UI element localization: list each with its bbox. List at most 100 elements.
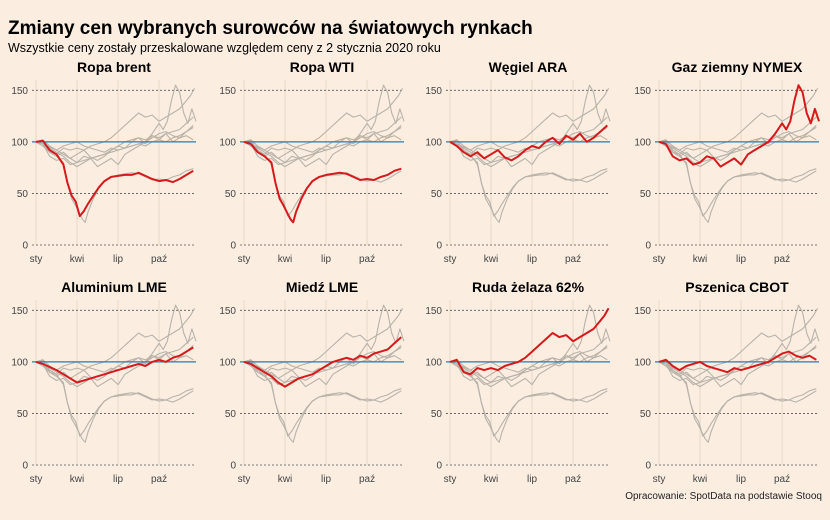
context-series-line — [35, 304, 197, 388]
context-series-line — [658, 124, 817, 161]
context-series-line — [243, 124, 402, 161]
context-series-line — [243, 308, 404, 375]
y-tick-label: 50 — [431, 189, 443, 200]
y-tick-label: 0 — [645, 461, 651, 472]
highlight-series-line — [658, 350, 817, 374]
x-tick-label: sty — [30, 254, 43, 265]
context-series-line — [658, 126, 817, 164]
x-tick-label: paź — [565, 254, 581, 265]
highlight-series-line — [35, 139, 194, 218]
context-series-line — [243, 116, 402, 168]
context-series-line — [449, 304, 611, 388]
context-series-line — [658, 308, 819, 375]
x-tick-label: lip — [113, 254, 123, 265]
highlight-series-line — [35, 346, 194, 384]
y-tick-label: 0 — [645, 241, 651, 252]
y-tick-label: 50 — [431, 409, 443, 420]
panel-6: Miedź LME 0 50 100 150 sty kwi lip paź — [219, 279, 405, 485]
panel-7: Ruda żelaza 62% 0 50 100 150 sty kwi lip paź — [425, 279, 611, 485]
context-series-line — [35, 84, 197, 168]
context-series-line — [658, 346, 817, 384]
context-series-line — [658, 88, 819, 155]
y-tick-label: 100 — [425, 137, 442, 148]
context-series-line — [35, 351, 194, 373]
y-tick-label: 0 — [22, 461, 28, 472]
x-tick-label: paź — [565, 474, 581, 485]
panel-title: Gaz ziemny NYMEX — [672, 59, 803, 75]
context-series-line — [35, 344, 194, 381]
y-tick-label: 150 — [425, 86, 442, 97]
y-tick-label: 150 — [219, 306, 236, 317]
x-tick-label: kwi — [70, 254, 84, 265]
y-tick-label: 150 — [634, 306, 651, 317]
x-tick-label: paź — [151, 254, 167, 265]
x-tick-label: sty — [30, 474, 43, 485]
x-tick-label: paź — [774, 474, 790, 485]
highlight-series-line — [243, 140, 402, 224]
y-tick-label: 100 — [11, 137, 28, 148]
context-series-line — [243, 84, 405, 168]
x-tick-label: sty — [653, 254, 666, 265]
panel-title: Węgiel ARA — [489, 59, 568, 75]
panel-1: Ropa brent 0 50 100 150 sty kwi lip paź — [11, 59, 197, 265]
source-note: Opracowanie: SpotData na podstawie Stooq — [625, 491, 822, 502]
x-tick-label: kwi — [70, 474, 84, 485]
y-tick-label: 50 — [640, 409, 652, 420]
x-tick-label: sty — [238, 474, 251, 485]
chart-title: Zmiany cen wybranych surowców na światow… — [8, 18, 533, 39]
highlight-series-line — [243, 336, 402, 388]
y-tick-label: 0 — [22, 241, 28, 252]
context-series-line — [35, 308, 196, 375]
y-tick-label: 100 — [219, 137, 236, 148]
context-series-line — [658, 344, 817, 381]
y-tick-label: 100 — [425, 357, 442, 368]
panel-3: Węgiel ARA 0 50 100 150 sty kwi lip paź — [425, 59, 611, 265]
context-series-line — [35, 126, 194, 164]
context-series-line — [243, 131, 402, 153]
x-tick-label: paź — [774, 254, 790, 265]
x-tick-label: sty — [444, 254, 457, 265]
panel-2: Ropa WTI 0 50 100 150 sty kwi lip paź — [219, 59, 405, 265]
x-tick-label: sty — [444, 474, 457, 485]
chart-subtitle: Wszystkie ceny zostały przeskalowane wzg… — [8, 41, 441, 55]
context-series-line — [243, 88, 404, 155]
y-tick-label: 50 — [225, 409, 237, 420]
panel-title: Ropa brent — [77, 59, 151, 75]
x-tick-label: sty — [238, 254, 251, 265]
context-series-line — [35, 131, 194, 153]
context-series-line — [658, 361, 817, 443]
panel-title: Pszenica CBOT — [685, 279, 789, 295]
x-tick-label: kwi — [484, 474, 498, 485]
x-tick-label: kwi — [693, 474, 707, 485]
x-tick-label: paź — [359, 474, 375, 485]
context-series-line — [243, 346, 402, 384]
x-tick-label: lip — [321, 474, 331, 485]
y-tick-label: 150 — [425, 306, 442, 317]
highlight-series-line — [449, 307, 610, 376]
y-tick-label: 100 — [634, 137, 651, 148]
context-series-line — [449, 346, 608, 384]
x-tick-label: kwi — [693, 254, 707, 265]
context-series-line — [658, 141, 817, 223]
panel-title: Ropa WTI — [290, 59, 355, 75]
context-series-line — [35, 88, 196, 155]
context-series-line — [449, 336, 608, 388]
x-tick-label: kwi — [484, 254, 498, 265]
panel-title: Miedź LME — [286, 279, 358, 295]
context-series-line — [35, 116, 194, 168]
context-series-line — [243, 304, 405, 388]
context-series-line — [243, 126, 402, 164]
y-tick-label: 150 — [634, 86, 651, 97]
y-tick-label: 0 — [230, 461, 236, 472]
y-tick-label: 150 — [219, 86, 236, 97]
context-series-line — [449, 361, 608, 443]
panel-title: Aluminium LME — [61, 279, 167, 295]
context-series-line — [35, 124, 194, 161]
context-series-line — [449, 351, 608, 373]
highlight-series-line — [658, 84, 820, 168]
x-tick-label: sty — [653, 474, 666, 485]
context-series-line — [35, 361, 194, 443]
y-tick-label: 150 — [11, 306, 28, 317]
y-tick-label: 0 — [436, 241, 442, 252]
